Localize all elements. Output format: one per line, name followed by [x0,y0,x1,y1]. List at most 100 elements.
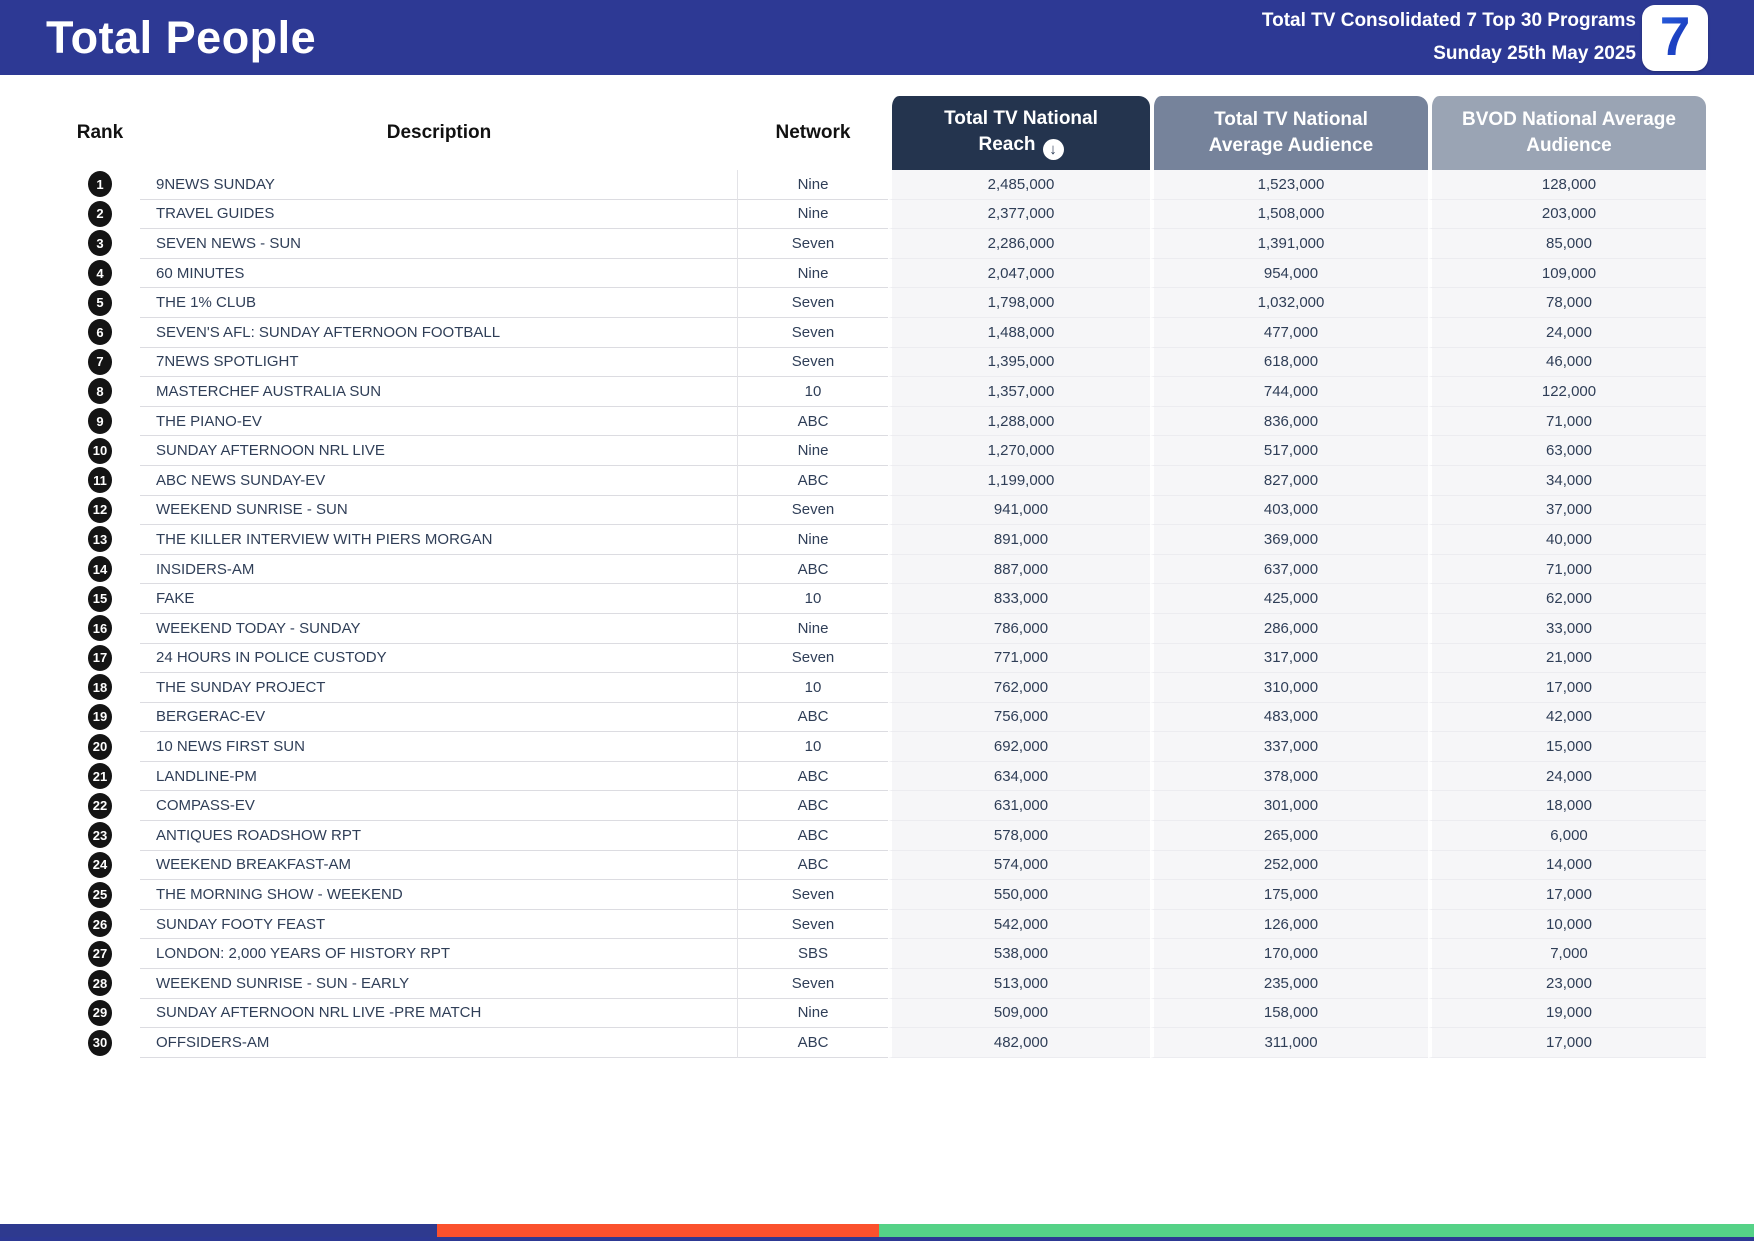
rank-badge: 17 [88,644,112,671]
description-cell: LANDLINE-PM [140,761,738,792]
ratings-table: Rank Description Network Total TV Nation… [60,96,1706,1058]
bvod-cell: 203,000 [1428,199,1706,230]
bvod-cell: 21,000 [1428,643,1706,674]
description-cell: 7NEWS SPOTLIGHT [140,347,738,378]
seven-network-logo: 7 [1642,5,1708,71]
rank-badge: 1 [88,171,112,198]
description-cell: 10 NEWS FIRST SUN [140,732,738,762]
reach-cell: 891,000 [888,525,1150,555]
bvod-cell: 33,000 [1428,613,1706,644]
network-cell: ABC [738,821,888,851]
bvod-cell: 128,000 [1428,170,1706,200]
table-row: 5 THE 1% CLUB Seven 1,798,000 1,032,000 … [60,288,1706,318]
footer-stripe-orange [436,1224,879,1237]
avg-audience-cell: 425,000 [1150,584,1428,614]
bvod-cell: 46,000 [1428,347,1706,378]
network-cell: ABC [738,555,888,585]
description-cell: LONDON: 2,000 YEARS OF HISTORY RPT [140,939,738,970]
rank-badge: 3 [88,230,112,257]
table-row: 19 BERGERAC-EV ABC 756,000 483,000 42,00… [60,702,1706,733]
network-cell: Seven [738,318,888,348]
bvod-cell: 10,000 [1428,909,1706,940]
sort-descending-icon[interactable]: ↓ [1042,139,1064,161]
network-cell: ABC [738,791,888,822]
reach-cell: 631,000 [888,791,1150,822]
report-header: Total People Total TV Consolidated 7 Top… [0,0,1754,75]
table-row: 8 MASTERCHEF AUSTRALIA SUN 10 1,357,000 … [60,377,1706,407]
avg-audience-cell: 286,000 [1150,613,1428,644]
table-row: 4 60 MINUTES Nine 2,047,000 954,000 109,… [60,258,1706,289]
network-cell: 10 [738,732,888,762]
bvod-cell: 109,000 [1428,258,1706,289]
table-row: 7 7NEWS SPOTLIGHT Seven 1,395,000 618,00… [60,347,1706,378]
avg-audience-cell: 235,000 [1150,969,1428,999]
network-cell: Nine [738,170,888,200]
avg-audience-cell: 517,000 [1150,436,1428,466]
footer-stripe-blue [0,1224,437,1237]
rank-cell: 26 [60,910,140,940]
avg-audience-cell: 836,000 [1150,406,1428,437]
avg-audience-cell: 252,000 [1150,850,1428,881]
rank-badge: 8 [88,378,112,405]
description-cell: ANTIQUES ROADSHOW RPT [140,821,738,851]
network-cell: ABC [738,703,888,733]
rank-badge: 6 [88,319,112,346]
rank-cell: 9 [60,407,140,437]
avg-audience-cell: 265,000 [1150,821,1428,851]
column-header-rank: Rank [76,122,124,143]
reach-cell: 1,395,000 [888,347,1150,378]
description-cell: THE KILLER INTERVIEW WITH PIERS MORGAN [140,525,738,555]
avg-audience-cell: 317,000 [1150,643,1428,674]
footer-stripe-green [878,1224,1754,1237]
rank-cell: 8 [60,377,140,407]
rank-cell: 1 [60,170,140,200]
avg-audience-cell: 1,523,000 [1150,170,1428,200]
network-cell: Seven [738,348,888,378]
rank-cell: 11 [60,466,140,496]
seven-logo-glyph: 7 [1659,4,1691,67]
column-header-reach[interactable]: Total TV National Reach ↓ [888,96,1150,170]
avg-audience-cell: 310,000 [1150,673,1428,703]
rank-badge: 9 [88,408,112,435]
network-cell: Seven [738,880,888,910]
reach-cell: 1,270,000 [888,436,1150,466]
column-header-reach-label: Total TV National Reach [944,107,1098,155]
rank-badge: 12 [88,496,112,523]
table-row: 9 THE PIANO-EV ABC 1,288,000 836,000 71,… [60,406,1706,437]
rank-badge: 11 [88,467,112,494]
table-row: 28 WEEKEND SUNRISE - SUN - EARLY Seven 5… [60,969,1706,999]
avg-audience-cell: 637,000 [1150,554,1428,585]
description-cell: SUNDAY FOOTY FEAST [140,909,738,940]
bvod-cell: 18,000 [1428,791,1706,822]
reach-cell: 513,000 [888,969,1150,999]
reach-cell: 1,288,000 [888,406,1150,437]
avg-audience-cell: 158,000 [1150,998,1428,1029]
table-body: 1 9NEWS SUNDAY Nine 2,485,000 1,523,000 … [60,170,1706,1058]
footer-base-line [0,1237,1754,1241]
reach-cell: 482,000 [888,1028,1150,1058]
bvod-cell: 62,000 [1428,584,1706,614]
bvod-cell: 24,000 [1428,761,1706,792]
avg-audience-cell: 1,391,000 [1150,229,1428,259]
rank-cell: 18 [60,673,140,703]
rank-cell: 14 [60,555,140,585]
avg-audience-cell: 477,000 [1150,317,1428,348]
reach-cell: 941,000 [888,495,1150,526]
rank-cell: 25 [60,880,140,910]
rank-cell: 21 [60,762,140,792]
table-row: 15 FAKE 10 833,000 425,000 62,000 [60,584,1706,614]
rank-badge: 14 [88,556,112,583]
rank-badge: 20 [88,733,112,760]
description-cell: ABC NEWS SUNDAY-EV [140,465,738,496]
rank-cell: 12 [60,496,140,526]
avg-audience-cell: 378,000 [1150,761,1428,792]
column-header-bvod[interactable]: BVOD National Average Audience [1428,96,1706,170]
network-cell: Nine [738,259,888,289]
rank-cell: 16 [60,614,140,644]
rank-cell: 3 [60,229,140,259]
network-cell: ABC [738,762,888,792]
column-header-avg-audience[interactable]: Total TV National Average Audience [1150,96,1428,170]
bvod-cell: 14,000 [1428,850,1706,881]
rank-cell: 19 [60,703,140,733]
rank-cell: 22 [60,791,140,821]
